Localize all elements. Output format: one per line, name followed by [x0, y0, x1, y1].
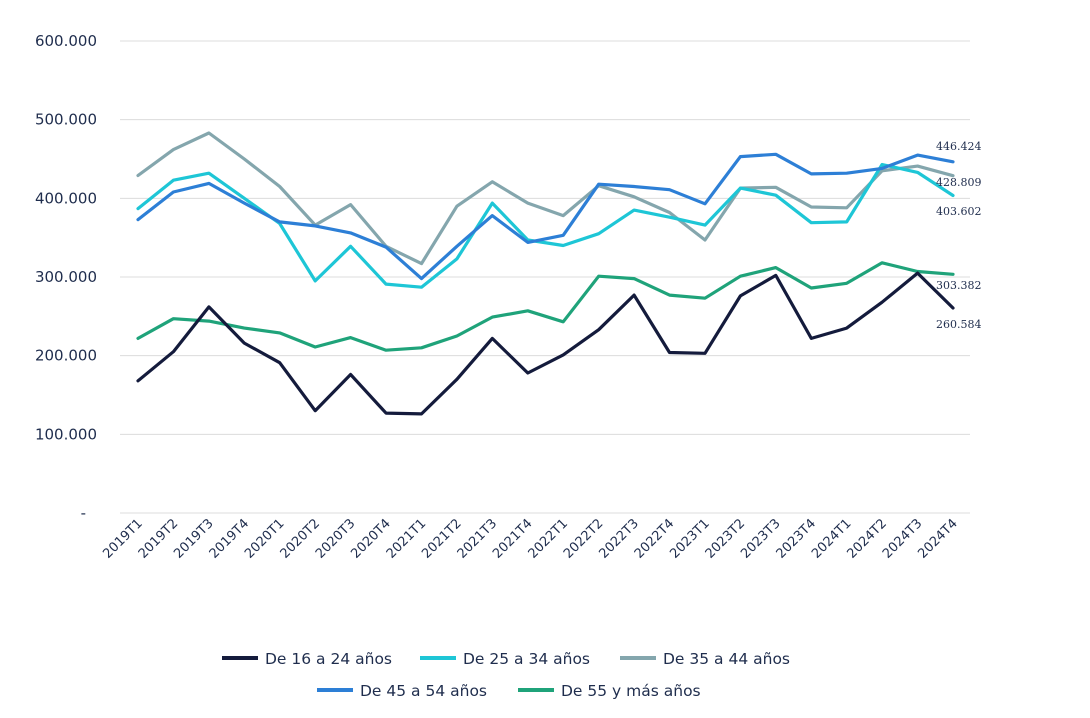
series-line-1: [136, 271, 955, 416]
end-label-1: 260.584: [936, 318, 982, 331]
y-tick-label: 200.000: [35, 347, 97, 365]
legend-item-5: De 55 y más años: [518, 682, 701, 700]
legend-label: De 16 a 24 años: [265, 650, 392, 668]
legend-label: De 45 a 54 años: [360, 682, 487, 700]
y-tick-label: 100.000: [35, 425, 97, 443]
end-label-4: 446.424: [936, 140, 982, 153]
series-line-3: [136, 131, 955, 266]
x-axis: 2019T12019T22019T32019T42020T12020T22020…: [100, 516, 960, 561]
series-line-4: [136, 152, 955, 281]
end-label-3: 428.809: [936, 176, 982, 189]
y-tick-label: 300.000: [35, 268, 97, 286]
series-line-5: [136, 261, 955, 352]
end-label-5: 303.382: [936, 279, 982, 292]
series-line-2: [136, 162, 955, 289]
y-tick-label: 500.000: [35, 111, 97, 129]
legend-item-2: De 25 a 34 años: [420, 650, 590, 668]
legend-item-3: De 35 a 44 años: [620, 650, 790, 668]
legend-label: De 35 a 44 años: [663, 650, 790, 668]
end-labels: 260.584 403.602 428.809 446.424 303.382: [936, 140, 982, 331]
y-axis: - 100.000 200.000 300.000 400.000 500.000 600.…: [35, 32, 97, 522]
gridlines: [120, 40, 970, 514]
series-lines: [136, 131, 955, 416]
y-tick-label: 600.000: [35, 32, 97, 50]
legend-label: De 25 a 34 años: [463, 650, 590, 668]
legend-label: De 55 y más años: [561, 682, 701, 700]
legend: De 16 a 24 años De 25 a 34 años De 35 a 44…: [222, 650, 790, 700]
y-tick-label: 400.000: [35, 189, 97, 207]
legend-item-1: De 16 a 24 años: [222, 650, 392, 668]
x-tick-label: 2024T4: [915, 516, 960, 561]
legend-item-4: De 45 a 54 años: [317, 682, 487, 700]
y-tick-label: -: [81, 504, 86, 522]
end-label-2: 403.602: [936, 205, 982, 218]
